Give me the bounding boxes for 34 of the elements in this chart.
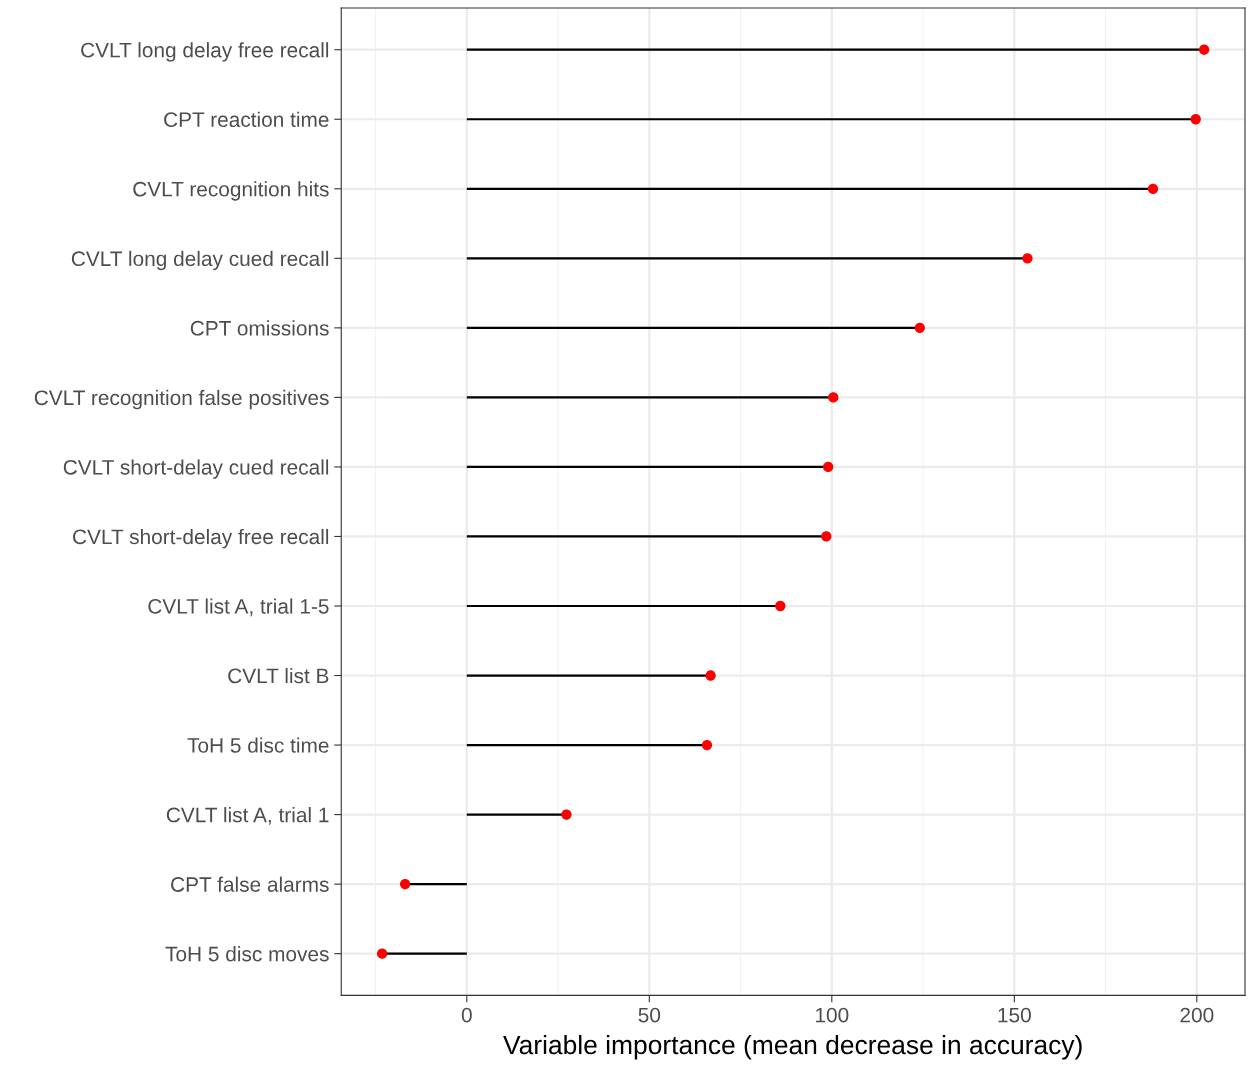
point bbox=[1022, 253, 1033, 264]
y-tick-label: CPT omissions bbox=[190, 320, 329, 336]
y-tick-label: CVLT recognition false positives bbox=[34, 389, 329, 410]
point bbox=[1190, 114, 1201, 125]
point bbox=[821, 531, 832, 542]
point bbox=[701, 739, 713, 751]
point bbox=[1147, 183, 1159, 194]
x-axis-title: Variable importance (mean decrease in accuracy) bbox=[503, 1034, 1082, 1060]
point bbox=[1198, 44, 1210, 55]
y-tick-label: CPT false alarms bbox=[171, 876, 329, 892]
point bbox=[705, 670, 716, 681]
y-tick-label: CVLT long delay cued recall bbox=[71, 250, 329, 271]
point bbox=[561, 809, 572, 820]
y-tick-label: ToH 5 disc time bbox=[187, 737, 329, 753]
x-tick-label: 100 bbox=[816, 1007, 849, 1023]
y-tick-label: CVLT short-delay free recall bbox=[73, 528, 329, 549]
y-tick-label: CVLT recognition hits bbox=[133, 181, 329, 201]
point bbox=[399, 878, 411, 890]
x-tick-label: 50 bbox=[638, 1007, 661, 1023]
point bbox=[828, 392, 839, 403]
y-tick-label: CVLT long delay free recall bbox=[81, 42, 329, 62]
y-tick-label: CVLT short-delay cued recall bbox=[63, 459, 329, 479]
y-tick-label: CVLT list A, trial 1 bbox=[166, 807, 329, 825]
y-tick-label: CVLT list B bbox=[228, 667, 329, 684]
x-tick-label: 150 bbox=[998, 1007, 1031, 1023]
point bbox=[376, 948, 388, 959]
point bbox=[823, 461, 834, 473]
point bbox=[914, 322, 925, 334]
y-tick-label: CPT reaction time bbox=[164, 111, 329, 128]
x-tick-label: 200 bbox=[1180, 1007, 1214, 1023]
y-tick-label: ToH 5 disc moves bbox=[165, 946, 329, 962]
point bbox=[775, 600, 786, 612]
y-tick-label: CVLT list A, trial 1-5 bbox=[148, 598, 329, 617]
x-tick-label: 0 bbox=[461, 1007, 472, 1023]
